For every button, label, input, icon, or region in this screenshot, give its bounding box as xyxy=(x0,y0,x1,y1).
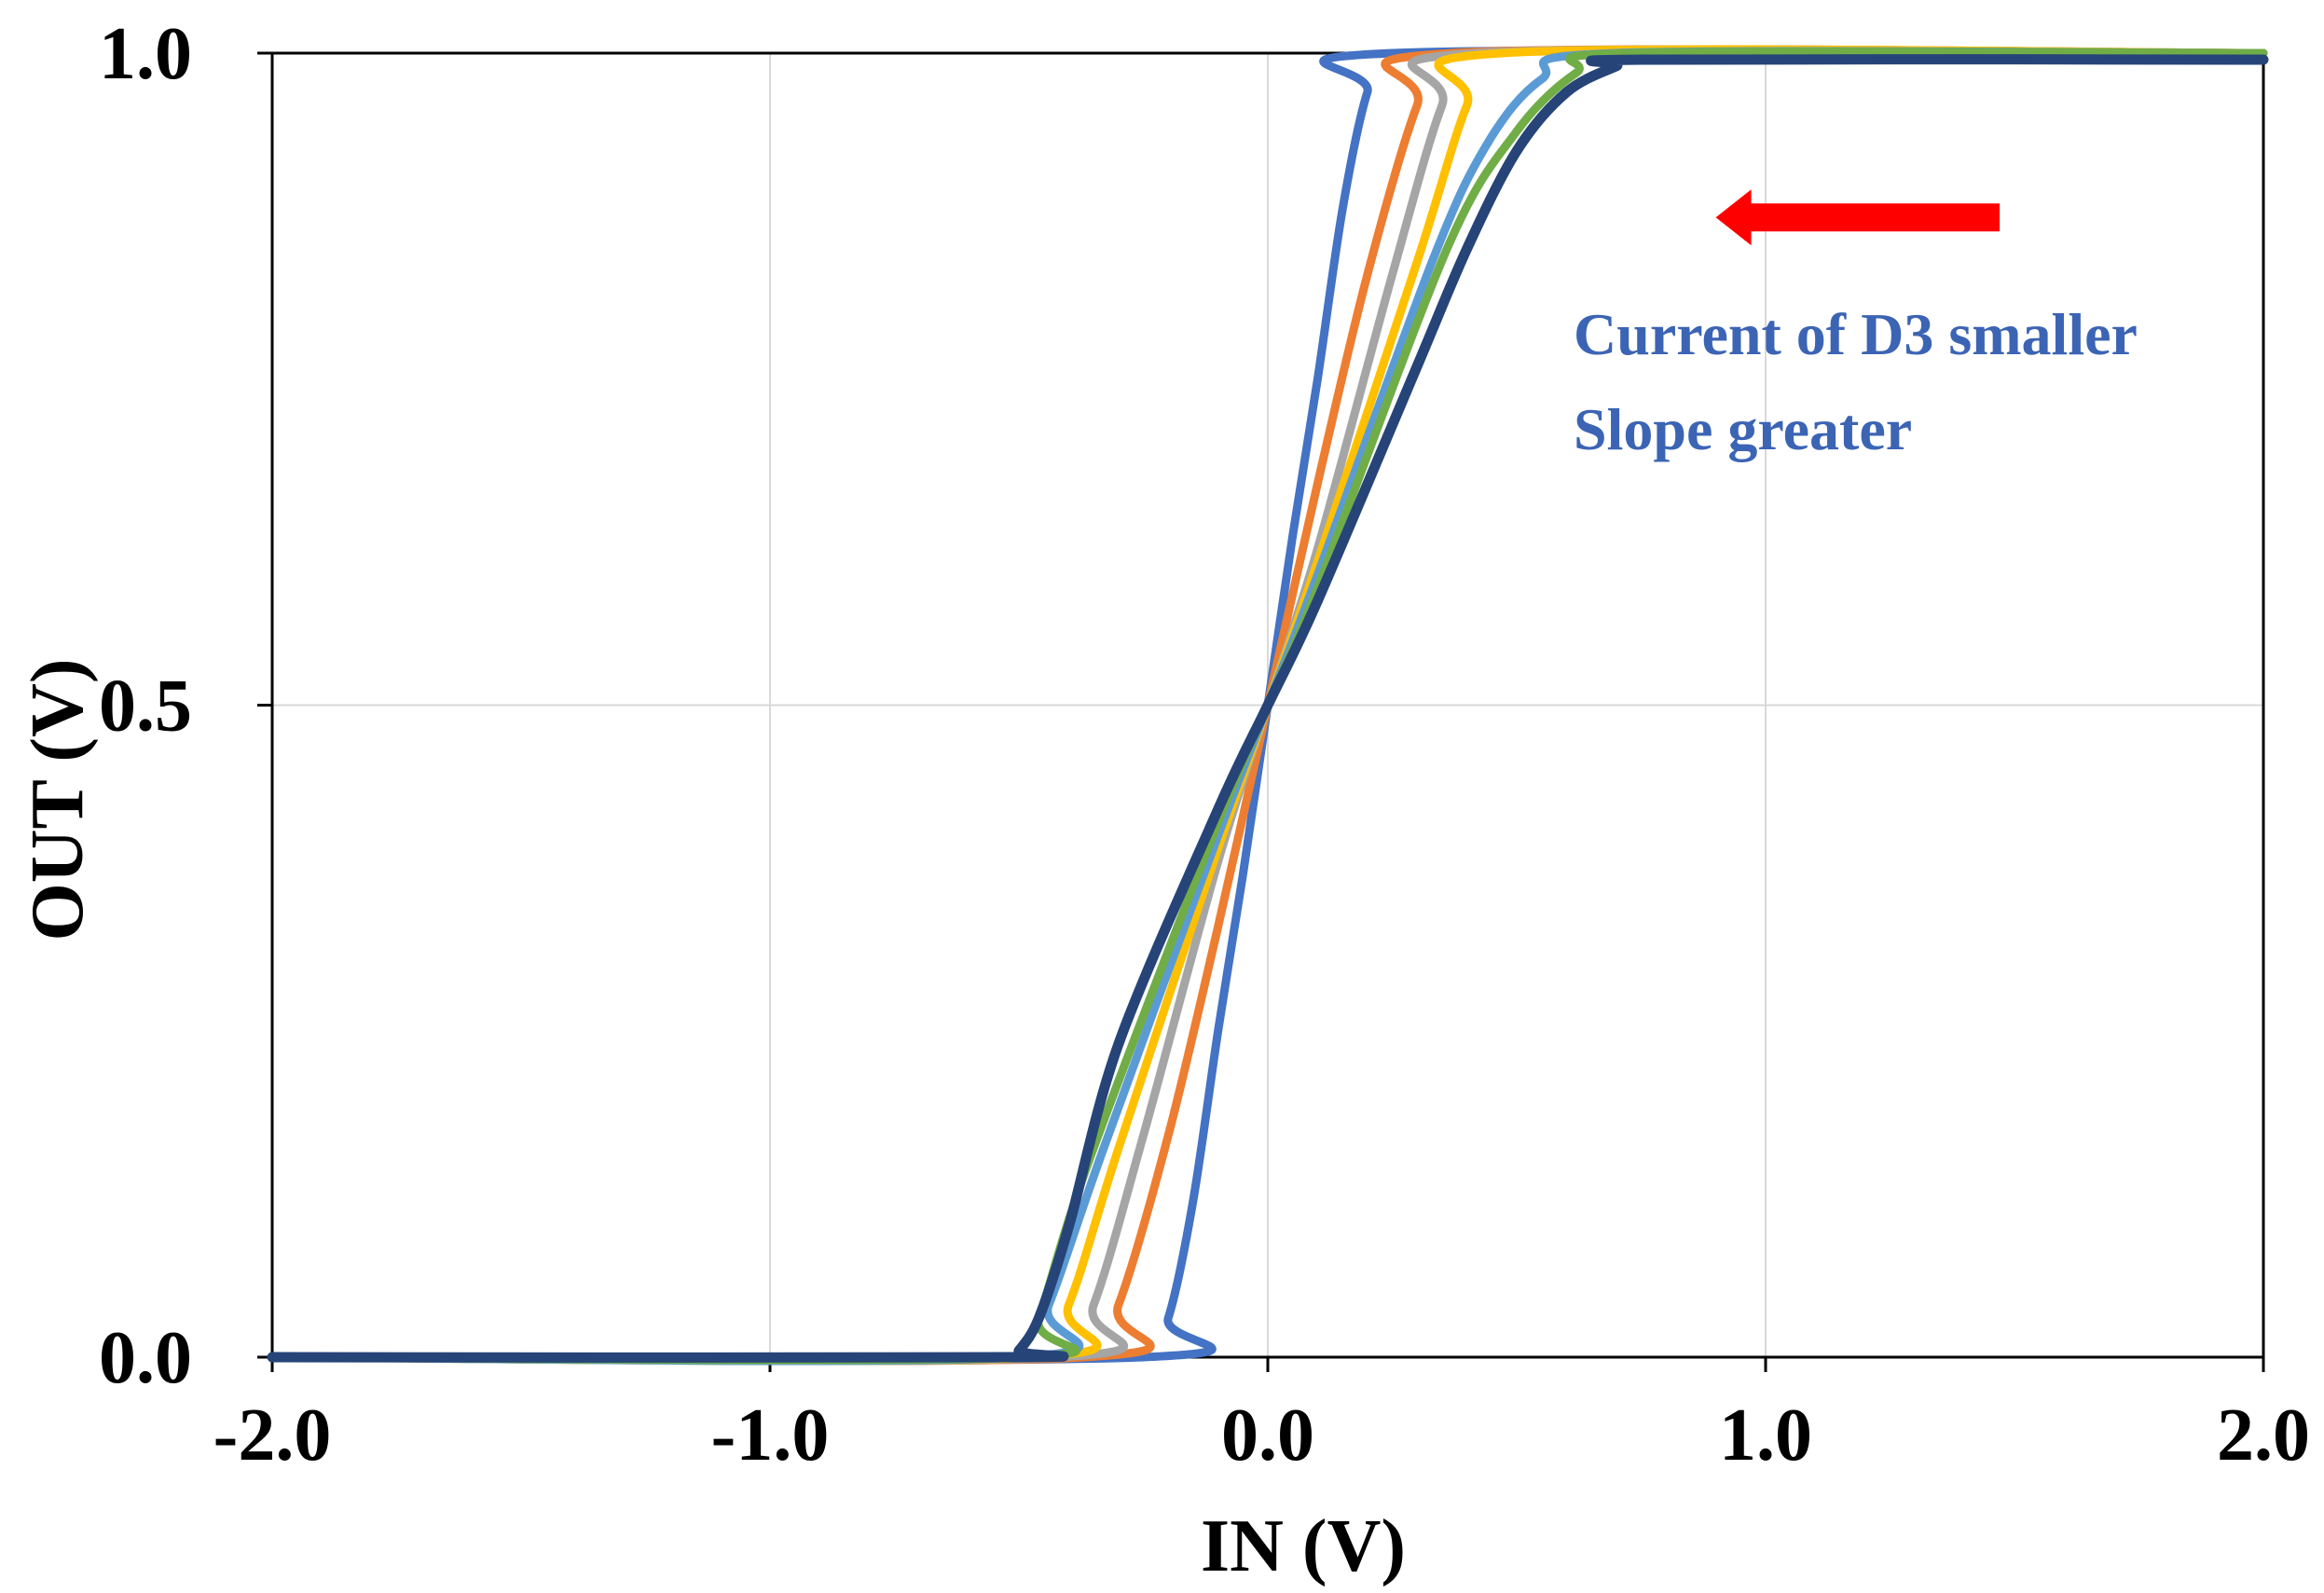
y-axis-label: OUT (V) xyxy=(17,659,99,941)
red-arrow-head xyxy=(1715,189,1752,246)
annotation-line-1: Current of D3 smaller xyxy=(1574,301,2138,367)
y-tick-label-1: 0.5 xyxy=(99,666,192,748)
annotation: Current of D3 smaller Slope greater xyxy=(1574,189,2138,462)
x-tick-label-2: 0.0 xyxy=(1221,1394,1314,1476)
x-tick-label-4: 2.0 xyxy=(2217,1394,2310,1476)
red-arrow xyxy=(1715,189,2000,246)
y-tick-label-2: 1.0 xyxy=(99,13,192,95)
x-axis-label: IN (V) xyxy=(1201,1505,1406,1587)
annotation-line-2: Slope greater xyxy=(1574,396,1912,462)
tick-labels: -2.0 -1.0 0.0 1.0 2.0 0.0 0.5 1.0 xyxy=(99,13,2310,1476)
x-tick-label-0: -2.0 xyxy=(213,1394,332,1476)
y-tick-label-0: 0.0 xyxy=(99,1317,192,1399)
red-arrow-shaft xyxy=(1747,203,2000,232)
series-lines xyxy=(267,45,2269,1366)
x-tick-label-3: 1.0 xyxy=(1719,1394,1812,1476)
x-tick-label-1: -1.0 xyxy=(711,1394,830,1476)
series-line-7 xyxy=(267,54,2269,1363)
